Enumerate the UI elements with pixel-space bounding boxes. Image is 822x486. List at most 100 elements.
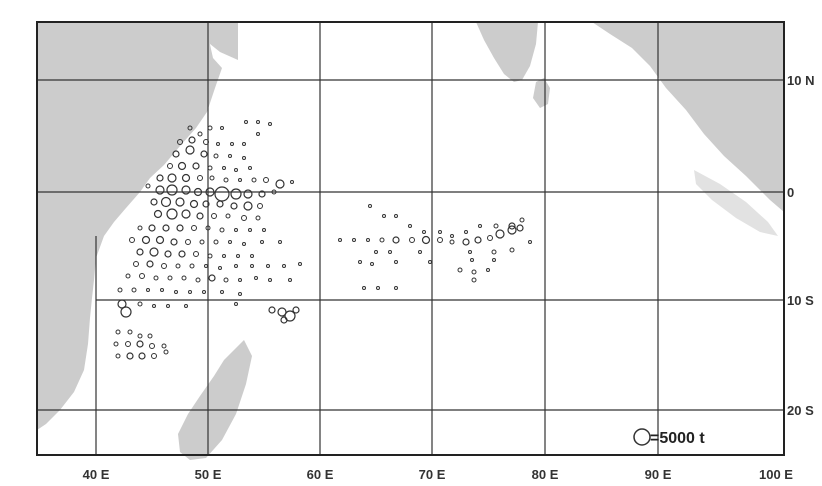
catch-marker (241, 215, 247, 221)
catch-marker (492, 258, 496, 262)
catch-marker (222, 166, 226, 170)
catch-marker (374, 250, 378, 254)
catch-marker (243, 189, 253, 199)
catch-marker (146, 288, 150, 292)
catch-marker (129, 237, 135, 243)
landmass-india (476, 22, 538, 82)
catch-marker (218, 266, 222, 270)
landmass-southeast-asia (592, 22, 784, 212)
catch-marker (155, 185, 165, 195)
catch-marker (161, 263, 167, 269)
catch-marker (166, 304, 170, 308)
catch-marker (175, 197, 185, 207)
catch-marker (181, 185, 191, 195)
catch-marker (197, 131, 203, 137)
catch-marker (487, 235, 493, 241)
catch-marker (172, 150, 180, 158)
catch-marker (230, 202, 238, 210)
catch-marker (358, 260, 362, 264)
catch-marker (242, 156, 246, 160)
catch-marker (120, 306, 132, 318)
catch-marker (478, 224, 482, 228)
catch-marker (200, 150, 208, 158)
catch-marker (368, 204, 372, 208)
legend-text: =5000 t (650, 430, 705, 447)
catch-markers (113, 120, 532, 360)
catch-marker (213, 239, 219, 245)
catch-marker (468, 250, 472, 254)
catch-marker (202, 200, 210, 208)
catch-marker (181, 209, 191, 219)
catch-marker (278, 240, 282, 244)
catch-marker (228, 240, 232, 244)
catch-marker (495, 229, 505, 239)
catch-marker (238, 278, 242, 282)
catch-marker (149, 247, 159, 257)
catch-marker (260, 240, 264, 244)
catch-marker (474, 236, 482, 244)
catch-marker (181, 173, 191, 183)
catch-marker (133, 261, 139, 267)
catch-marker (352, 238, 356, 242)
landmass-madagascar (178, 340, 252, 460)
catch-marker (193, 251, 199, 257)
catch-marker (268, 122, 272, 126)
catch-marker (197, 175, 203, 181)
catch-marker (207, 125, 213, 131)
catch-marker (234, 228, 238, 232)
catch-marker (262, 228, 266, 232)
catch-marker (155, 235, 165, 245)
catch-marker (184, 304, 188, 308)
catch-marker (174, 290, 178, 294)
catch-marker (238, 292, 242, 296)
catch-marker (225, 213, 231, 219)
catch-marker (392, 236, 400, 244)
catch-marker (428, 260, 432, 264)
catch-marker (230, 188, 242, 200)
catch-marker (189, 263, 195, 269)
catch-marker (204, 264, 208, 268)
catch-marker (388, 250, 392, 254)
catch-marker (248, 228, 252, 232)
catch-marker (136, 248, 144, 256)
catch-marker (394, 260, 398, 264)
lat-label-10n: 10 N (787, 73, 814, 88)
catch-marker (280, 316, 288, 324)
catch-marker (257, 203, 263, 209)
lat-label-0: 0 (787, 185, 794, 200)
catch-marker (268, 306, 276, 314)
catch-marker (187, 125, 193, 131)
catch-marker (115, 353, 121, 359)
catch-marker (508, 222, 516, 230)
catch-marker (152, 304, 156, 308)
catch-marker (275, 179, 285, 189)
catch-marker (138, 352, 146, 360)
catch-marker (457, 267, 463, 273)
catch-marker (250, 254, 254, 258)
catch-marker (471, 277, 477, 283)
catch-marker (290, 180, 294, 184)
catch-marker (263, 177, 269, 183)
catch-marker (366, 238, 370, 242)
land-layer (37, 22, 784, 460)
catch-marker (207, 165, 213, 171)
catch-marker (251, 177, 257, 183)
catch-marker (284, 310, 296, 322)
catch-marker (244, 120, 248, 124)
catch-marker (242, 142, 246, 146)
catch-marker (507, 225, 517, 235)
catch-marker (271, 189, 277, 195)
catch-marker (370, 262, 374, 266)
catch-marker (115, 329, 121, 335)
catch-marker (234, 302, 238, 306)
catch-marker (438, 230, 442, 234)
catch-marker (150, 198, 158, 206)
catch-marker (242, 242, 246, 246)
lat-label-20s: 20 S (787, 403, 814, 418)
catch-marker (394, 214, 398, 218)
catch-marker (238, 178, 242, 182)
catch-marker (408, 224, 412, 228)
catch-marker (193, 187, 203, 197)
catch-marker (137, 301, 143, 307)
catch-marker (205, 225, 211, 231)
